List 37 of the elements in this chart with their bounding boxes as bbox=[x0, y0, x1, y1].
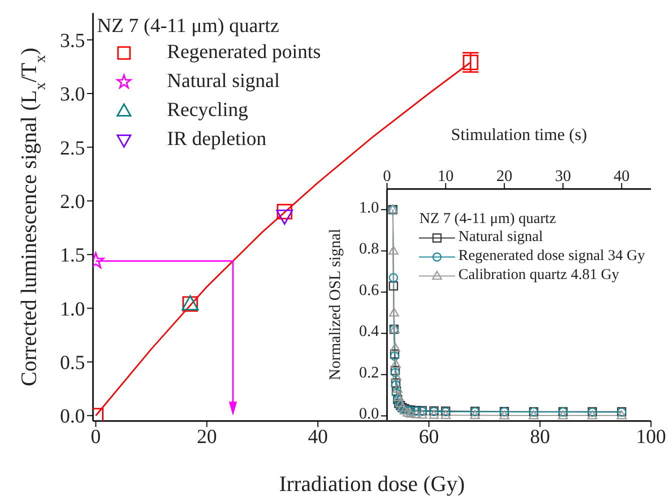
y-tick-label: 0.5 bbox=[60, 352, 85, 374]
y-tick-label: 1.0 bbox=[60, 298, 85, 320]
legend-label: IR depletion bbox=[167, 128, 266, 151]
x-tick-label: 80 bbox=[530, 426, 550, 448]
y-tick-label: 0.2 bbox=[359, 364, 379, 382]
y-tick-label: 0.0 bbox=[359, 406, 379, 423]
y-tick-label: 1.0 bbox=[359, 199, 379, 216]
y-tick-label: 0.4 bbox=[359, 323, 379, 340]
y-tick-label: 0.0 bbox=[60, 406, 85, 428]
y-tick-label: 3.0 bbox=[60, 84, 85, 106]
y-tick-label: 0.8 bbox=[359, 240, 379, 258]
legend-title: NZ 7 (4-11 μm) quartz bbox=[97, 15, 280, 38]
legend-label: Regenerated dose signal 34 Gy bbox=[458, 248, 645, 265]
x-tick-label: 100 bbox=[636, 426, 666, 448]
x-tick-label: 20 bbox=[196, 426, 217, 448]
legend-label: Regenerated points bbox=[167, 41, 321, 64]
legend-label: Natural signal bbox=[458, 229, 543, 246]
legend-title: NZ 7 (4-11 μm) quartz bbox=[419, 211, 557, 228]
y-tick-label: 0.6 bbox=[359, 282, 379, 299]
x-tick-label: 10 bbox=[438, 168, 454, 185]
x-tick-label: 20 bbox=[496, 168, 512, 185]
legend-label: Calibration quartz 4.81 Gy bbox=[458, 267, 620, 284]
x-axis-title: Stimulation time (s) bbox=[451, 125, 587, 144]
x-tick-label: 40 bbox=[308, 426, 328, 448]
y-tick-label: 2.0 bbox=[60, 190, 85, 213]
y-tick-label: 2.5 bbox=[60, 137, 85, 160]
y-tick-label: 1.5 bbox=[60, 244, 85, 267]
x-tick-label: 0 bbox=[383, 168, 391, 185]
x-tick-label: 60 bbox=[418, 426, 439, 448]
x-tick-label: 0 bbox=[90, 426, 101, 448]
legend-label: Natural signal bbox=[167, 70, 280, 93]
x-tick-label: 30 bbox=[555, 168, 571, 185]
x-tick-label: 40 bbox=[614, 168, 630, 185]
y-axis-title: Normalized OSL signal bbox=[327, 228, 344, 380]
y-tick-label: 3.5 bbox=[60, 30, 85, 52]
legend-label: Recycling bbox=[167, 99, 248, 122]
x-axis-title: Irradiation dose (Gy) bbox=[279, 471, 465, 496]
